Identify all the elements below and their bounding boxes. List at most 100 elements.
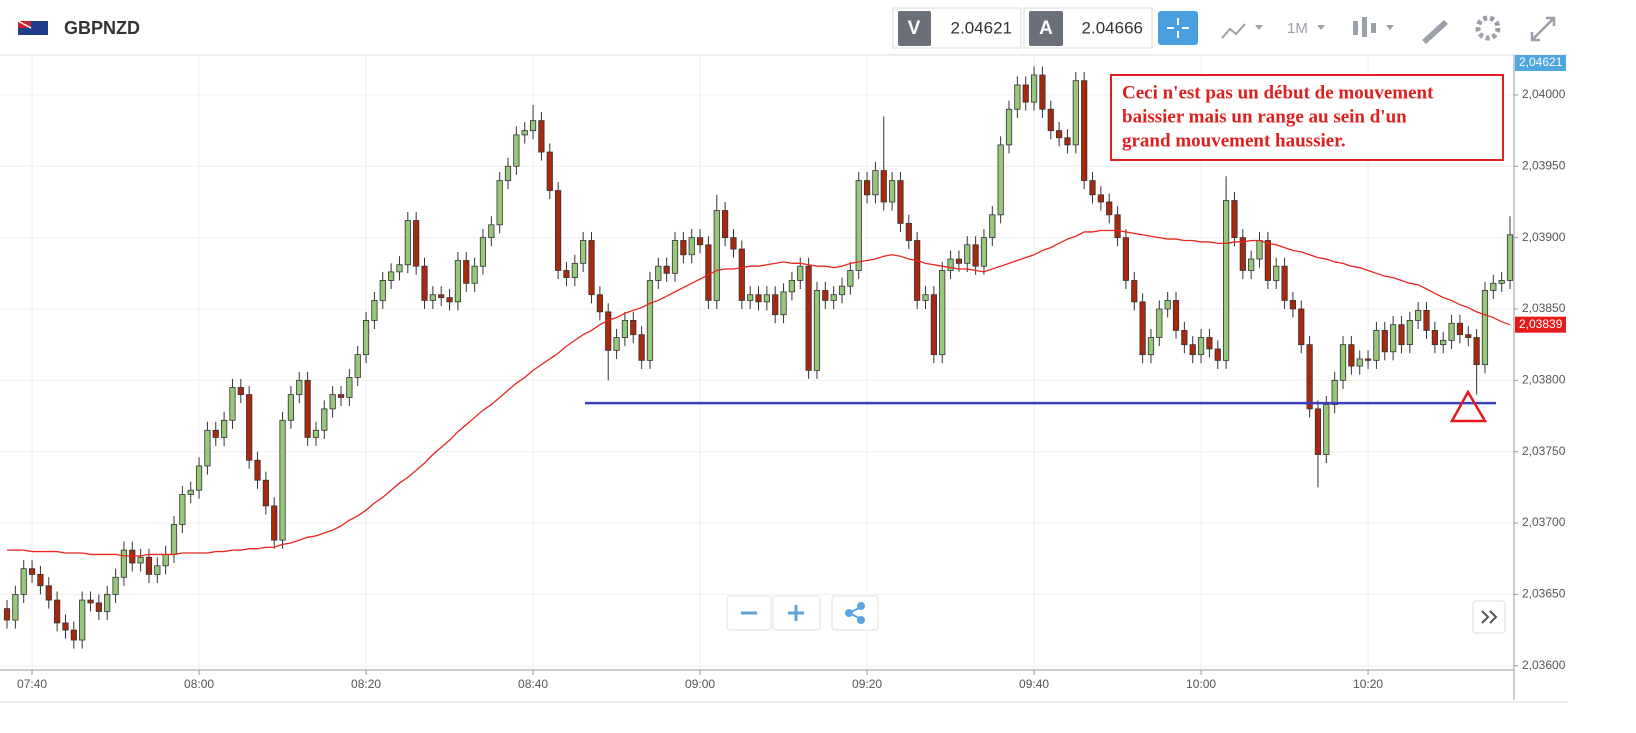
candle-body: [1481, 290, 1489, 366]
candle-body: [396, 264, 403, 273]
candle-body: [20, 568, 27, 595]
candle-body: [1206, 337, 1213, 350]
candle-body: [204, 429, 211, 467]
candle-body: [162, 554, 169, 567]
expand-button[interactable]: [1530, 16, 1556, 42]
annotation-line: Ceci n'est pas un début de mouvement: [1122, 82, 1434, 103]
candle-body: [1314, 408, 1322, 455]
candle-body: [1456, 322, 1464, 336]
candle-body: [1039, 74, 1046, 110]
candle-body: [1172, 300, 1180, 331]
share-button[interactable]: [831, 595, 879, 631]
candle-body: [488, 224, 495, 239]
price-tag-label: 2,03839: [1519, 317, 1563, 331]
candle-body: [1005, 108, 1013, 146]
candle-body: [1231, 200, 1238, 239]
candle-body: [371, 300, 378, 321]
candle-body: [70, 629, 77, 641]
candle-body: [939, 270, 946, 356]
candle-body: [605, 311, 612, 351]
candle-body: [1181, 329, 1188, 346]
candle-body: [279, 419, 286, 541]
candle-body: [312, 429, 320, 438]
candle-body: [1081, 80, 1088, 181]
candle-body: [1373, 329, 1380, 361]
candle-body: [413, 220, 420, 267]
candle-body: [354, 354, 361, 378]
buy-box[interactable]: A 2.04666: [1023, 7, 1153, 49]
candle-body: [1398, 324, 1405, 346]
candle-body: [237, 387, 244, 396]
candle-body: [880, 170, 887, 203]
candle-body: [989, 214, 996, 239]
candle-body: [271, 505, 278, 541]
candle-body: [346, 377, 353, 398]
candle-body: [1264, 240, 1271, 281]
candle-body: [1339, 344, 1347, 381]
candle-body: [546, 151, 553, 191]
candle-body: [87, 599, 94, 604]
y-tick-label: 2,03750: [1522, 444, 1566, 458]
candle-body: [914, 240, 921, 301]
sell-box[interactable]: V 2.04621: [892, 7, 1022, 49]
candle-body: [112, 576, 119, 595]
candle-body: [1348, 344, 1355, 367]
candle-body: [1114, 214, 1121, 239]
candle-body: [479, 237, 487, 267]
candle-body: [1281, 265, 1288, 301]
candle-body: [421, 265, 428, 301]
candle-body: [1256, 240, 1263, 260]
candle-body: [195, 465, 203, 491]
candle-body: [780, 291, 787, 316]
draw-button[interactable]: [1422, 20, 1448, 44]
candle-body: [1406, 320, 1413, 346]
y-tick-label: 2,03650: [1522, 587, 1566, 601]
crosshair-button[interactable]: [1158, 11, 1198, 45]
candle-body: [1214, 348, 1221, 361]
candle-body: [696, 237, 704, 246]
scroll-end-button[interactable]: [1472, 600, 1506, 634]
candle-body: [1306, 344, 1313, 410]
candle-body: [705, 244, 712, 301]
candle-body: [1331, 379, 1338, 405]
candle-body: [62, 622, 69, 631]
timeframe-button[interactable]: 1M: [1287, 20, 1308, 37]
candle-body: [1030, 74, 1038, 103]
candle-body: [688, 237, 695, 256]
candle-body: [1056, 130, 1063, 139]
candle-body: [1122, 237, 1130, 281]
candle-body: [588, 240, 595, 296]
candle-body: [154, 565, 161, 575]
chart-type-button[interactable]: [1221, 23, 1263, 39]
candle-body: [797, 265, 804, 281]
candle-body: [388, 271, 395, 281]
candle-body: [997, 144, 1004, 216]
x-tick-label: 09:40: [1019, 677, 1049, 691]
candle-body: [788, 280, 796, 293]
candle-body: [254, 459, 261, 481]
candle-body: [529, 120, 537, 132]
settings-button[interactable]: [1475, 15, 1501, 41]
candle-body: [95, 602, 102, 612]
candle-body: [1089, 180, 1096, 196]
candle-body: [897, 180, 904, 224]
candle-body: [1248, 258, 1255, 271]
candle-type-button[interactable]: [1353, 17, 1394, 37]
y-tick-label: 2,03850: [1522, 301, 1566, 315]
y-tick-label: 2,03700: [1522, 515, 1566, 529]
candle-body: [262, 479, 269, 507]
candle-body: [596, 294, 603, 313]
x-tick-label: 08:00: [184, 677, 214, 691]
candle-body: [1106, 201, 1113, 216]
candle-body: [822, 290, 829, 301]
candle-body: [379, 280, 386, 301]
candle-body: [722, 210, 729, 239]
candle-body: [1356, 358, 1363, 367]
candle-body: [838, 285, 846, 296]
annotation-box: [1110, 74, 1504, 161]
candle-body: [446, 297, 453, 303]
candle-body: [287, 394, 295, 421]
candle-body: [1323, 404, 1330, 455]
candle-body: [1381, 329, 1388, 353]
